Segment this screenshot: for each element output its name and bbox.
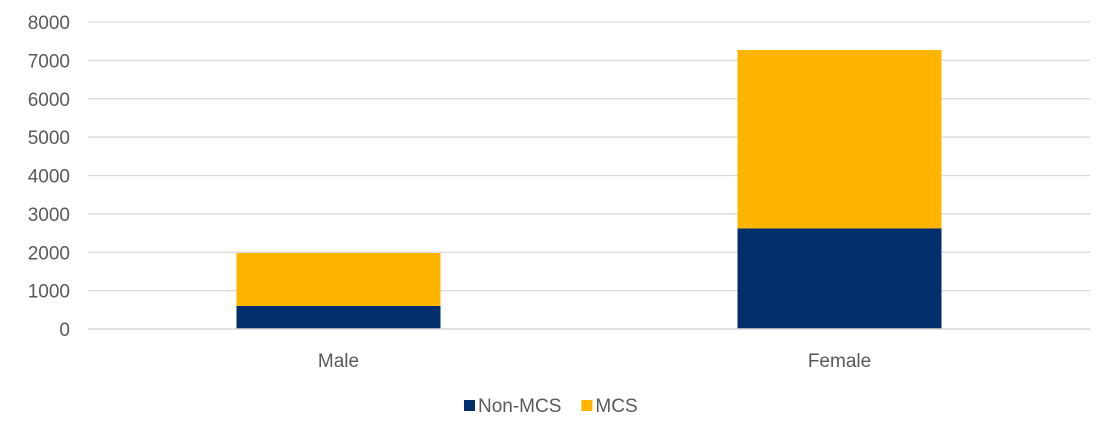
legend-swatch	[464, 400, 475, 411]
legend-label: Non-MCS	[478, 396, 561, 417]
bar-mcs-male	[236, 253, 441, 306]
y-axis-tick-labels: 0 1000 2000 3000 4000 5000 6000 7000 8000	[28, 13, 70, 341]
y-tick-label: 4000	[28, 167, 70, 188]
bar-non-mcs-female	[737, 228, 942, 329]
legend: Non-MCS MCS	[464, 396, 638, 417]
x-axis-category-labels: Male Female	[318, 351, 871, 372]
bars	[236, 50, 942, 329]
x-category-label: Female	[808, 351, 871, 372]
y-tick-label: 2000	[28, 243, 70, 264]
bar-mcs-female	[737, 50, 942, 229]
y-tick-label: 6000	[28, 90, 70, 111]
y-tick-label: 1000	[28, 282, 70, 303]
y-tick-label: 0	[59, 320, 70, 341]
x-category-label: Male	[318, 351, 359, 372]
y-tick-label: 8000	[28, 13, 70, 34]
legend-label: MCS	[595, 396, 637, 417]
gridlines	[88, 21, 1090, 292]
bar-non-mcs-male	[236, 305, 441, 329]
y-tick-label: 7000	[28, 51, 70, 72]
y-tick-label: 5000	[28, 128, 70, 149]
legend-swatch	[581, 400, 593, 411]
y-tick-label: 3000	[28, 205, 70, 226]
